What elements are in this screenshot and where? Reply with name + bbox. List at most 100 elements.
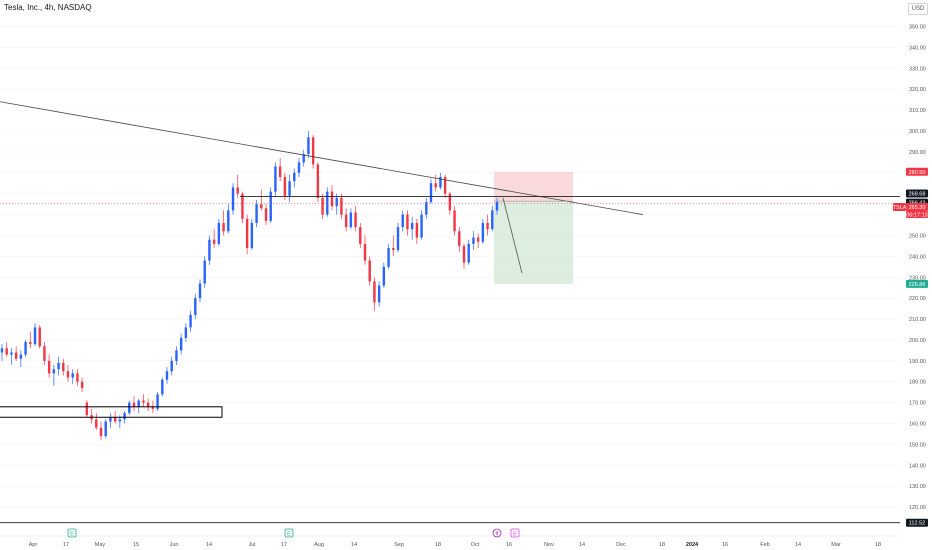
price-label-stop	[906, 167, 928, 176]
candle-body	[95, 419, 98, 428]
candle-body	[227, 210, 230, 232]
candle-body	[335, 197, 338, 207]
y-tick-label: 190.00	[909, 359, 926, 365]
y-tick-label: 120.00	[909, 505, 926, 511]
price-label-text: 112.52	[909, 521, 925, 527]
candle-body	[109, 417, 112, 422]
candle-body	[481, 222, 485, 242]
candle-body	[212, 239, 216, 244]
candle-body	[208, 239, 211, 261]
y-tick-label: 310.00	[909, 108, 926, 114]
support-zone-box	[0, 406, 223, 418]
x-tick-label: 14	[351, 542, 357, 548]
drawings	[0, 101, 900, 524]
candlestick-series	[0, 131, 499, 441]
y-tick-label: 160.00	[909, 422, 926, 428]
x-tick-label: 18	[435, 542, 441, 548]
y-tick-label: 130.00	[909, 484, 926, 490]
price-label-text: 265.30	[909, 205, 926, 211]
candle-body	[47, 360, 51, 374]
x-tick-label: 2024	[686, 542, 699, 548]
x-tick-label: Feb	[760, 542, 769, 548]
candle-body	[80, 381, 84, 389]
candle-body	[293, 172, 296, 182]
risk-reward-zones	[494, 171, 573, 284]
candle-body	[458, 231, 461, 246]
candle-body	[170, 360, 173, 372]
event-label: E	[70, 532, 74, 538]
candle-body	[363, 243, 367, 261]
x-tick-label: May	[95, 542, 106, 548]
candle-body	[71, 373, 74, 378]
x-tick-label: 17	[63, 542, 69, 548]
y-tick-label: 230.00	[909, 275, 926, 281]
candle-body	[274, 166, 277, 192]
candle-body	[38, 327, 41, 347]
candle-body	[349, 212, 353, 228]
x-tick-label: 17	[281, 542, 287, 548]
candle-body	[467, 243, 470, 263]
y-tick-label: 220.00	[909, 296, 926, 302]
candle-body	[29, 342, 32, 345]
candle-body	[151, 406, 155, 409]
x-tick-label: Nov	[544, 542, 554, 548]
candle-body	[420, 214, 423, 238]
x-tick-label: Apr	[29, 542, 38, 548]
candle-body	[448, 193, 452, 211]
candle-body	[43, 346, 46, 361]
take-profit-zone	[494, 201, 573, 284]
candle-body	[439, 176, 442, 188]
y-tick-label: 180.00	[909, 380, 926, 386]
candle-body	[354, 212, 357, 228]
candle-body	[52, 369, 56, 374]
event-label: E	[287, 532, 291, 538]
candle-body	[241, 193, 244, 219]
event-markers: E E ₹ E	[67, 528, 520, 538]
x-tick-label: Oct	[471, 542, 480, 548]
currency-selector[interactable]: USD	[908, 3, 928, 15]
candle-body	[128, 402, 131, 414]
y-tick-label: 300.00	[909, 129, 926, 135]
x-tick-label: Mar	[831, 542, 841, 548]
candle-body	[184, 327, 188, 338]
candle-body	[396, 227, 400, 251]
candle-body	[156, 394, 159, 409]
candle-body	[297, 162, 301, 173]
trendline	[0, 101, 644, 215]
x-tick-label: 16	[722, 542, 728, 548]
candle-body	[198, 283, 202, 299]
candle-body	[321, 197, 324, 215]
price-label-text: 280.50	[909, 170, 926, 176]
symbol-tag-text: TSLA	[893, 205, 907, 211]
candle-body	[476, 237, 480, 242]
y-tick-label: 140.00	[909, 463, 926, 469]
x-tick-label: Aug	[314, 542, 324, 548]
candle-body	[99, 427, 103, 437]
price-label-neutral	[906, 518, 928, 527]
time-axis: Apr 17 May 15 Jun 14 Jul 17 Aug 14 Sep 18 Oct 16 Nov 14…	[0, 535, 900, 548]
candle-body	[344, 214, 348, 228]
candle-body	[486, 222, 489, 230]
candle-body	[255, 204, 258, 223]
candle-body	[340, 197, 343, 215]
countdown-tag	[906, 211, 928, 219]
x-tick-label: 15	[133, 542, 139, 548]
candle-body	[24, 342, 27, 355]
y-tick-label: 170.00	[909, 401, 926, 407]
candle-body	[113, 417, 117, 422]
candle-body	[368, 260, 371, 282]
candle-body	[359, 227, 362, 244]
candle-body	[250, 222, 254, 249]
candle-body	[62, 362, 65, 372]
symbol-title[interactable]: Tesla, Inc., 4h, NASDAQ	[4, 3, 92, 12]
price-label-price	[906, 203, 928, 212]
candle-body	[146, 402, 150, 407]
x-tick-label: Sep	[394, 542, 404, 548]
candle-body	[278, 166, 282, 177]
y-tick-label: 350.00	[909, 25, 926, 31]
candle-body	[104, 421, 107, 437]
candle-body	[203, 260, 206, 284]
candle-body	[132, 402, 136, 407]
candle-body	[387, 248, 390, 267]
